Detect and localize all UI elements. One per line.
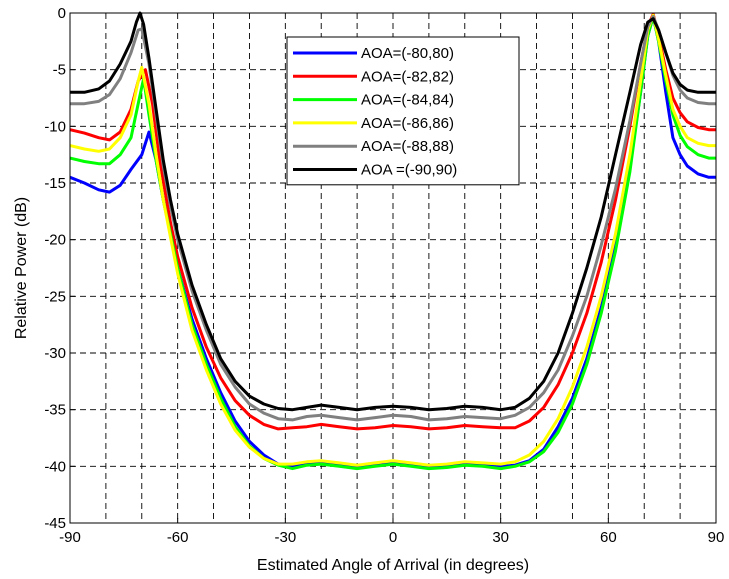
y-tick-label: -20 (44, 232, 66, 249)
y-tick-label: -45 (44, 515, 66, 532)
x-tick-label: 30 (492, 529, 509, 546)
y-tick-label: -25 (44, 288, 66, 305)
y-tick-label: -35 (44, 402, 66, 419)
legend-entry: AOA=(-88,88) (361, 138, 454, 155)
x-tick-label: 90 (708, 529, 725, 546)
x-tick-label: -90 (59, 529, 81, 546)
tick-labels: -90 -60 -30 0 30 60 90 0 -5 -10 -15 -20 -25 -30 -35 -40… (44, 5, 724, 546)
y-tick-label: -5 (53, 62, 66, 79)
y-tick-label: -40 (44, 458, 66, 475)
legend: AOA=(-80,80) AOA=(-82,82) AOA=(-84,84) AOA=… (286, 36, 520, 186)
legend-box (286, 36, 520, 186)
legend-entry: AOA =(-90,90) (361, 162, 457, 179)
y-axis-label: Relative Power (dB) (13, 197, 30, 339)
legend-entry: AOA=(-86,86) (361, 115, 454, 132)
x-axis-label: Estimated Angle of Arrival (in degrees) (257, 557, 529, 574)
legend-entry: AOA=(-84,84) (361, 92, 454, 109)
x-tick-label: 0 (389, 529, 397, 546)
series-lines (69, 11, 716, 471)
x-tick-label: -30 (274, 529, 296, 546)
y-tick-label: 0 (58, 5, 66, 22)
legend-entry: AOA=(-82,82) (361, 68, 454, 85)
y-tick-label: -10 (44, 118, 66, 135)
x-tick-label: 60 (600, 529, 617, 546)
x-tick-label: -60 (167, 529, 189, 546)
y-tick-label: -30 (44, 345, 66, 362)
y-tick-label: -15 (44, 175, 66, 192)
legend-entry: AOA=(-80,80) (361, 45, 454, 62)
series-line-6 (70, 11, 716, 412)
